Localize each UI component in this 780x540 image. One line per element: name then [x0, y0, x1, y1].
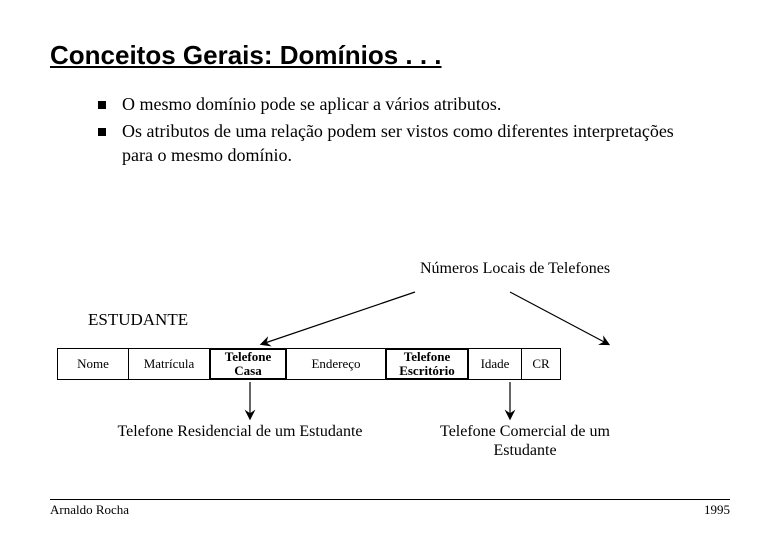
bullet-text: O mesmo domínio pode se aplicar a vários…: [122, 93, 501, 116]
diagram: ESTUDANTE Números Locais de Telefones No…: [50, 260, 730, 480]
bottom-left-label: Telefone Residencial de um Estudante: [110, 422, 370, 441]
column-header: Matrícula: [128, 348, 210, 380]
bullet-list: O mesmo domínio pode se aplicar a vários…: [98, 93, 730, 167]
bullet-text: Os atributos de uma relação podem ser vi…: [122, 120, 682, 167]
bottom-right-label: Telefone Comercial de um Estudante: [410, 422, 640, 460]
slide: Conceitos Gerais: Domínios . . . O mesmo…: [0, 0, 780, 540]
numeros-label: Números Locais de Telefones: [420, 260, 610, 278]
column-header: Nome: [57, 348, 129, 380]
footer: Arnaldo Rocha 1995: [50, 499, 730, 518]
bullet-square-icon: [98, 101, 106, 109]
column-header: CR: [521, 348, 561, 380]
column-header: Idade: [468, 348, 522, 380]
column-header: Telefone Casa: [209, 348, 287, 380]
schema-table: NomeMatrículaTelefone CasaEndereçoTelefo…: [58, 348, 561, 380]
bullet-item: Os atributos de uma relação podem ser vi…: [98, 120, 730, 167]
estudante-label: ESTUDANTE: [88, 310, 188, 330]
column-header: Telefone Escritório: [385, 348, 469, 380]
slide-title: Conceitos Gerais: Domínios . . .: [50, 40, 730, 71]
bullet-square-icon: [98, 128, 106, 136]
column-header: Endereço: [286, 348, 386, 380]
footer-author: Arnaldo Rocha: [50, 502, 129, 518]
bullet-item: O mesmo domínio pode se aplicar a vários…: [98, 93, 730, 116]
footer-year: 1995: [704, 502, 730, 518]
